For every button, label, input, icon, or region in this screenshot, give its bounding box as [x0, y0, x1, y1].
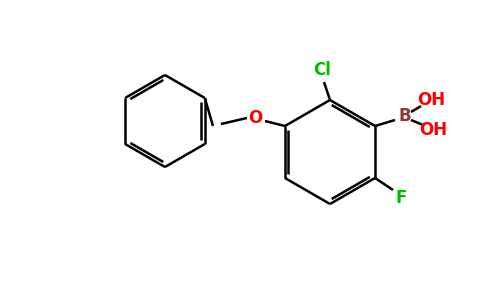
Text: Cl: Cl: [313, 61, 331, 79]
Text: OH: OH: [417, 91, 445, 109]
Text: O: O: [248, 109, 262, 127]
Text: F: F: [395, 189, 407, 207]
Text: OH: OH: [419, 121, 447, 139]
Text: B: B: [399, 107, 411, 125]
